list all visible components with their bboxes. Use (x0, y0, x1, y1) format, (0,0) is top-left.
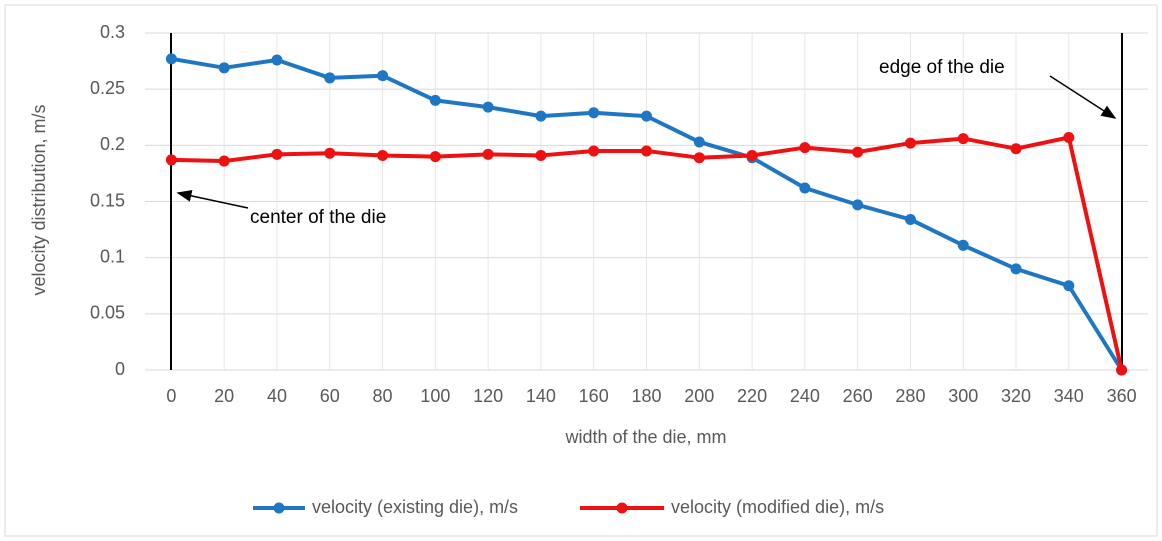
data-point (641, 145, 652, 157)
data-point (429, 151, 441, 163)
x-tick-label: 200 (684, 386, 714, 406)
annotation-arrow (1049, 75, 1117, 119)
y-axis-label: velocity distribution, m/s (29, 104, 49, 295)
data-point (535, 149, 547, 161)
x-tick-label: 0 (166, 386, 176, 406)
data-point (957, 133, 969, 145)
data-point (165, 53, 177, 65)
annotation-arrow (176, 189, 249, 209)
data-point (1010, 143, 1022, 155)
data-point (799, 182, 811, 194)
data-point (852, 146, 864, 158)
y-tick-label: 0.3 (100, 22, 125, 42)
legend-item: velocity (existing die), m/s (253, 497, 518, 517)
data-point (693, 136, 705, 148)
y-tick-label: 0.15 (90, 190, 125, 210)
data-point (165, 154, 177, 166)
legend-marker (616, 502, 628, 514)
x-tick-label: 340 (1054, 386, 1084, 406)
x-tick-label: 280 (895, 386, 925, 406)
legend-item: velocity (modified die), m/s (580, 497, 884, 517)
data-point (324, 147, 336, 159)
data-point (746, 149, 758, 161)
y-tick-label: 0.05 (90, 303, 125, 323)
data-point (799, 142, 811, 154)
data-point (429, 94, 441, 106)
x-tick-label: 320 (1001, 386, 1031, 406)
legend-label: velocity (modified die), m/s (671, 497, 884, 517)
data-point (588, 145, 600, 157)
data-point (324, 72, 336, 84)
data-point (904, 213, 916, 225)
data-point (957, 239, 969, 251)
x-tick-label: 240 (790, 386, 820, 406)
y-tick-label: 0.25 (90, 78, 125, 98)
x-tick-label: 80 (373, 386, 393, 406)
data-point (482, 101, 494, 113)
data-point (1010, 263, 1022, 275)
y-tick-label: 0 (115, 359, 125, 379)
data-point (218, 62, 230, 74)
y-tick-label: 0.1 (100, 246, 125, 266)
data-point (377, 149, 389, 161)
x-tick-label: 140 (526, 386, 556, 406)
x-axis-label: width of the die, mm (564, 427, 726, 447)
y-tick-label: 0.2 (100, 134, 125, 154)
data-point (1116, 364, 1128, 376)
x-tick-label: 260 (843, 386, 873, 406)
data-point (641, 110, 652, 122)
data-point (482, 148, 494, 160)
x-tick-label: 100 (420, 386, 450, 406)
data-point (218, 155, 230, 167)
grid (145, 32, 1148, 371)
data-point (271, 54, 283, 66)
data-point (271, 148, 283, 160)
x-tick-label: 360 (1107, 386, 1137, 406)
x-tick-label: 40 (267, 386, 287, 406)
x-tick-label: 120 (473, 386, 503, 406)
x-tick-label: 300 (948, 386, 978, 406)
x-tick-label: 20 (214, 386, 234, 406)
data-point (588, 107, 600, 119)
annotation: edge of the die (879, 57, 1005, 78)
x-tick-label: 160 (579, 386, 609, 406)
legend-label: velocity (existing die), m/s (312, 497, 518, 517)
annotation: center of the die (250, 207, 386, 228)
x-tick-label: 180 (631, 386, 661, 406)
series-group (165, 53, 1128, 376)
data-point (904, 137, 916, 149)
legend-marker (273, 502, 285, 514)
x-tick-label: 60 (320, 386, 340, 406)
chart-border (4, 4, 1158, 537)
data-point (377, 70, 389, 82)
data-point (1063, 131, 1075, 143)
data-point (852, 199, 864, 211)
data-point (1063, 280, 1075, 292)
data-point (693, 152, 705, 164)
data-point (535, 110, 547, 122)
x-tick-label: 220 (737, 386, 767, 406)
